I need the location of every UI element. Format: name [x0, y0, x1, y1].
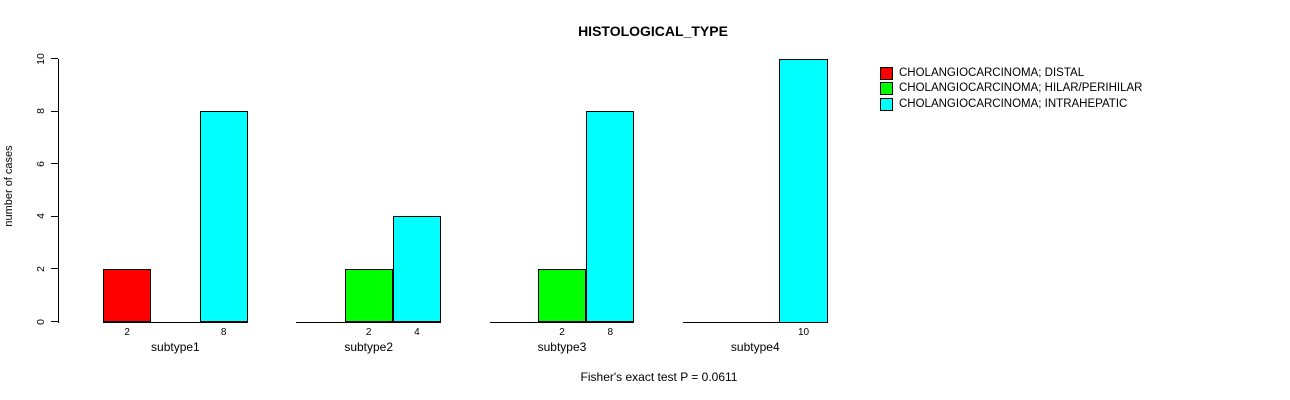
legend-label: CHOLANGIOCARCINOMA; INTRAHEPATIC [899, 97, 1128, 110]
y-tick-label: 10 [35, 52, 47, 65]
y-tick-mark [51, 163, 58, 165]
bar [586, 111, 635, 323]
statistical-test-annotation: Fisher's exact test P = 0.0611 [580, 370, 738, 384]
category-label: subtype3 [537, 340, 587, 354]
y-tick-mark [51, 215, 58, 217]
y-tick-label: 4 [35, 213, 47, 220]
bar-value-label: 2 [124, 327, 130, 338]
y-tick-mark [51, 110, 58, 112]
bar-value-label: 4 [414, 327, 420, 338]
chart-title: HISTOLOGICAL_TYPE [578, 23, 728, 39]
y-tick-label: 0 [35, 318, 47, 325]
y-tick-label: 8 [35, 108, 47, 115]
baseline [103, 321, 248, 323]
legend-item: CHOLANGIOCARCINOMA; HILAR/PERIHILAR [880, 82, 1142, 96]
bar [392, 216, 442, 323]
bar [199, 111, 248, 323]
baseline [682, 321, 828, 323]
bar-value-label: 10 [797, 327, 810, 338]
bar-value-label: 2 [365, 327, 372, 338]
bar [103, 268, 152, 323]
bar-value-label: 8 [607, 327, 613, 338]
legend-swatch [880, 82, 893, 95]
category-label: subtype1 [151, 340, 200, 354]
bar-value-label: 2 [559, 327, 565, 338]
category-label: subtype4 [730, 340, 780, 354]
bar [779, 58, 828, 323]
y-tick-mark [51, 268, 58, 270]
y-tick-mark [51, 58, 58, 59]
bar [344, 268, 393, 323]
y-axis-label: number of cases [3, 145, 15, 227]
y-tick-mark [51, 321, 58, 322]
legend-label: CHOLANGIOCARCINOMA; HILAR/PERIHILAR [899, 82, 1143, 94]
legend-swatch [880, 97, 893, 111]
legend-item: CHOLANGIOCARCINOMA; INTRAHEPATIC [880, 97, 1127, 111]
legend-item: CHOLANGIOCARCINOMA; DISTAL [880, 66, 1084, 80]
category-label: subtype2 [344, 340, 394, 354]
bar-value-label: 8 [220, 327, 227, 338]
legend-label: CHOLANGIOCARCINOMA; DISTAL [899, 66, 1085, 79]
legend-swatch [880, 66, 893, 80]
bar [537, 268, 587, 323]
y-axis-line [58, 59, 59, 323]
y-tick-label: 6 [35, 160, 47, 167]
y-tick-label: 2 [35, 265, 47, 272]
